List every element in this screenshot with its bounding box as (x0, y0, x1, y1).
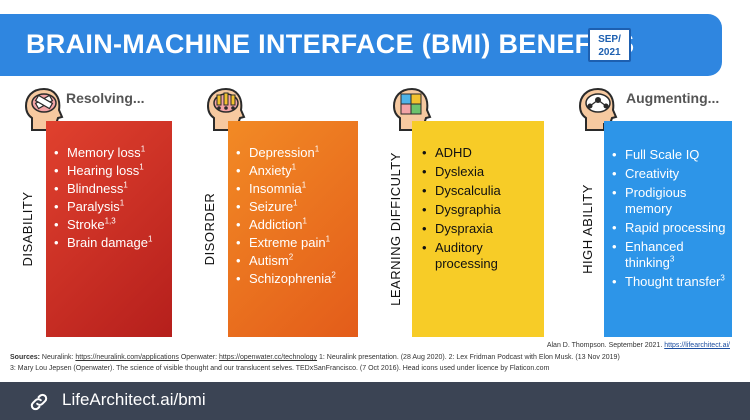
list-item: Blindness1 (54, 181, 166, 197)
page-title: BRAIN-MACHINE INTERFACE (BMI) BENEFITS (26, 29, 635, 59)
vertical-label-disability: DISABILITY (20, 191, 35, 267)
list-item: Dyslexia (422, 164, 538, 180)
list-item: Anxiety1 (236, 163, 352, 179)
footer-link[interactable]: LifeArchitect.ai/bmi (62, 390, 206, 409)
augmenting-header: Augmenting... (626, 90, 720, 106)
list-item: Hearing loss1 (54, 163, 166, 179)
list-item: Addiction1 (236, 217, 352, 233)
list-item: Prodigious memory (612, 185, 726, 217)
list-item: Insomnia1 (236, 181, 352, 197)
list-item: Depression1 (236, 145, 352, 161)
date-badge: SEP/ 2021 (588, 28, 631, 62)
list-item: Dyscalculia (422, 183, 538, 199)
vertical-label-disorder: DISORDER (202, 192, 217, 266)
footer-bar: LifeArchitect.ai/bmi (0, 382, 750, 420)
list-item: Thought transfer3 (612, 274, 726, 290)
brain-bandage-icon (24, 87, 64, 131)
vertical-label-high-ability: HIGH ABILITY (580, 184, 595, 274)
list-item: Stroke1,3 (54, 217, 166, 233)
disability-panel: Memory loss1 Hearing loss1 Blindness1 Pa… (46, 121, 172, 337)
list-item: Paralysis1 (54, 199, 166, 215)
openwater-link[interactable]: https://openwater.cc/technology (218, 354, 318, 361)
list-item: Auditory processing (422, 240, 538, 272)
list-item: Dysgraphia (422, 202, 538, 218)
list-item: Brain damage1 (54, 235, 166, 251)
resolving-header: Resolving... (66, 90, 145, 106)
sources-refs: 1: Neuralink presentation. (28 Aug 2020)… (319, 354, 620, 361)
brain-network-icon (578, 87, 618, 131)
sources-openwater-label: Openwater: (180, 354, 218, 361)
brain-puzzle-icon (392, 87, 432, 131)
list-item: Dyspraxia (422, 221, 538, 237)
list-item: Extreme pain1 (236, 235, 352, 251)
list-item: Memory loss1 (54, 145, 166, 161)
list-item: Full Scale IQ (612, 147, 726, 163)
list-item: Enhanced thinking3 (612, 239, 726, 271)
credit-link[interactable]: https://lifearchitect.ai/ (664, 342, 730, 349)
credit-text: Alan D. Thompson. September 2021. (546, 342, 663, 349)
date-badge-year: 2021 (598, 47, 621, 58)
learning-difficulty-panel: ADHD Dyslexia Dyscalculia Dysgraphia Dys… (412, 121, 544, 337)
date-badge-month: SEP/ (598, 34, 621, 45)
sources-label: Sources: (10, 354, 40, 361)
brain-exclamation-icon (206, 87, 246, 131)
list-item: Creativity (612, 166, 726, 182)
list-item: Autism2 (236, 253, 352, 269)
list-item: Schizophrenia2 (236, 271, 352, 287)
credit-line: Alan D. Thompson. September 2021. https:… (547, 342, 730, 349)
list-item: Rapid processing (612, 220, 726, 236)
list-item: Seizure1 (236, 199, 352, 215)
link-icon (30, 393, 48, 411)
sources-text: Sources: Neuralink: https://neuralink.co… (10, 352, 740, 374)
disorder-panel: Depression1 Anxiety1 Insomnia1 Seizure1 … (228, 121, 358, 337)
high-ability-panel: Full Scale IQ Creativity Prodigious memo… (604, 121, 732, 337)
sources-neuralink-label: Neuralink: (41, 354, 74, 361)
list-item: ADHD (422, 145, 538, 161)
sources-refs-line2: 3: Mary Lou Jepsen (Openwater). The scie… (10, 365, 550, 372)
vertical-label-learning-difficulty: LEARNING DIFFICULTY (388, 152, 403, 306)
neuralink-link[interactable]: https://neuralink.com/applications (75, 354, 179, 361)
